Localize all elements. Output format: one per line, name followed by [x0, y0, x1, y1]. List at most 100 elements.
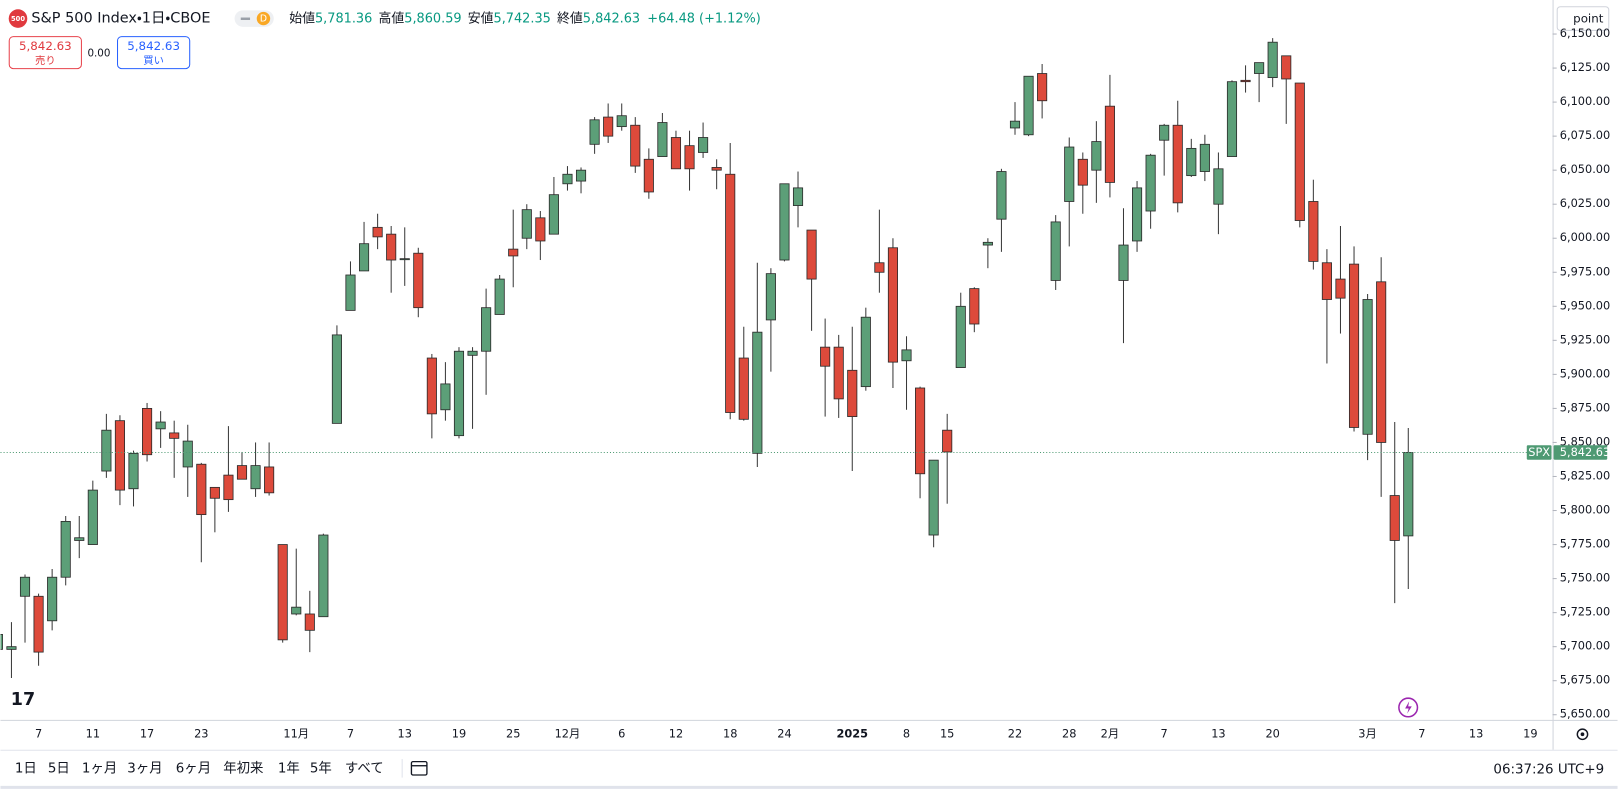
candle-body — [223, 474, 234, 501]
x-tick-label: 7 — [1418, 726, 1425, 740]
x-tick-label: 28 — [1062, 726, 1076, 740]
candle-body — [792, 187, 804, 206]
symbol-tag — [1526, 445, 1552, 460]
candle-body — [711, 167, 722, 171]
tradingview-logo[interactable]: 𝟭𝟳 — [11, 690, 35, 710]
candle-body — [6, 646, 17, 650]
x-tick-label: 22 — [1008, 726, 1022, 740]
buy-button[interactable] — [117, 36, 191, 70]
y-tick-label: 5,875.00 — [1560, 400, 1610, 414]
candle-body — [1226, 81, 1238, 157]
y-tick-label: 5,650.00 — [1560, 707, 1610, 721]
candle-body — [847, 369, 858, 417]
x-tick-label: 8 — [903, 726, 910, 740]
candle-body — [725, 173, 736, 413]
ohlc-label: 始値 — [289, 10, 315, 26]
range-button[interactable]: 6ヶ月 — [176, 761, 211, 776]
candle-body — [142, 408, 153, 456]
y-tick-label: 5,775.00 — [1560, 537, 1610, 551]
scale-mode-button[interactable] — [1556, 6, 1610, 31]
candle-body — [1186, 147, 1197, 177]
candle-body — [928, 459, 939, 536]
range-button[interactable]: 1年 — [278, 760, 300, 776]
x-tick-label: 19 — [452, 726, 466, 740]
x-tick-label: 11月 — [283, 726, 309, 740]
y-tick-label: 6,150.00 — [1560, 26, 1610, 40]
candle-body — [969, 288, 980, 325]
y-tick-label: 5,750.00 — [1560, 571, 1610, 585]
ohlc-value: 5,742.35 — [494, 11, 551, 26]
sell-button[interactable] — [8, 36, 82, 70]
logo-text: 500 — [11, 15, 25, 23]
y-tick-label: 6,050.00 — [1560, 162, 1610, 176]
candle-body — [1240, 79, 1251, 83]
candle-body — [1199, 143, 1210, 172]
x-tick-label: 12月 — [555, 726, 581, 740]
candle-body — [1145, 154, 1156, 212]
candle-body — [196, 463, 207, 516]
clock[interactable]: 06:37:26 UTC+9 — [1493, 762, 1604, 777]
x-tick-label: 3月 — [1358, 726, 1377, 740]
range-button[interactable]: 5日 — [48, 761, 70, 776]
candle-body — [521, 209, 532, 239]
candle-body — [874, 262, 885, 273]
candle-body — [508, 248, 519, 257]
x-tick-label: 2025 — [836, 726, 868, 740]
sell-label: 売り — [35, 54, 56, 67]
candle-body — [996, 171, 1007, 220]
goto-date-button[interactable] — [410, 760, 428, 776]
candle-body — [1254, 62, 1265, 74]
range-button[interactable]: 5年 — [310, 760, 332, 776]
y-tick-label: 5,800.00 — [1560, 503, 1610, 517]
candle-body — [1077, 158, 1088, 186]
candle-body — [386, 233, 397, 261]
candle-body — [60, 520, 71, 578]
candle-body — [236, 465, 248, 480]
x-tick-label: 7 — [347, 726, 354, 740]
candle-body — [494, 278, 505, 315]
candle-body — [806, 229, 817, 280]
range-button[interactable]: 1ヶ月 — [82, 761, 117, 776]
sell-price: 5,842.63 — [19, 39, 72, 53]
candle-body — [643, 158, 654, 193]
symbol-title[interactable]: S&P 500 Index・1日・CBOE — [31, 11, 210, 27]
candle-body — [1335, 278, 1346, 299]
range-button[interactable]: 3ヶ月 — [127, 761, 162, 776]
candle-body — [128, 452, 139, 490]
scale-mode: point — [1573, 12, 1604, 26]
candle-body — [87, 489, 98, 545]
candle-body — [1104, 105, 1115, 183]
candle-body — [535, 217, 546, 242]
x-tick-label: 7 — [35, 726, 42, 740]
candle-body — [982, 241, 993, 246]
x-tick-label: 17 — [140, 726, 154, 740]
candle-body — [942, 429, 953, 453]
candle-body — [1294, 82, 1305, 221]
range-button[interactable]: 年初来 — [223, 760, 263, 776]
y-tick-label: 5,700.00 — [1560, 639, 1610, 653]
candle-body — [182, 440, 193, 468]
candle-body — [74, 537, 85, 541]
candle-body — [562, 173, 573, 185]
candle-body — [209, 486, 220, 499]
candle-body — [820, 346, 831, 367]
candle-body — [589, 119, 600, 145]
candle-body — [372, 226, 383, 238]
x-tick-label: 13 — [1211, 726, 1225, 740]
range-button[interactable]: 1日 — [15, 761, 37, 776]
candle-body — [426, 357, 437, 415]
x-tick-label: 7 — [1161, 726, 1168, 740]
candle-body — [277, 544, 288, 641]
candle-body — [291, 606, 302, 615]
x-tick-label: 12 — [669, 726, 683, 740]
settings-icon[interactable] — [1576, 728, 1589, 741]
buy-label: 買い — [143, 55, 164, 67]
candle-body — [264, 466, 275, 494]
y-tick-label: 5,850.00 — [1560, 434, 1610, 448]
x-tick-label: 11 — [86, 726, 100, 740]
candle-body — [1321, 262, 1332, 300]
range-button[interactable]: すべて — [345, 760, 384, 776]
x-tick-label: 6 — [618, 726, 625, 740]
last-price-tag — [1553, 445, 1608, 460]
